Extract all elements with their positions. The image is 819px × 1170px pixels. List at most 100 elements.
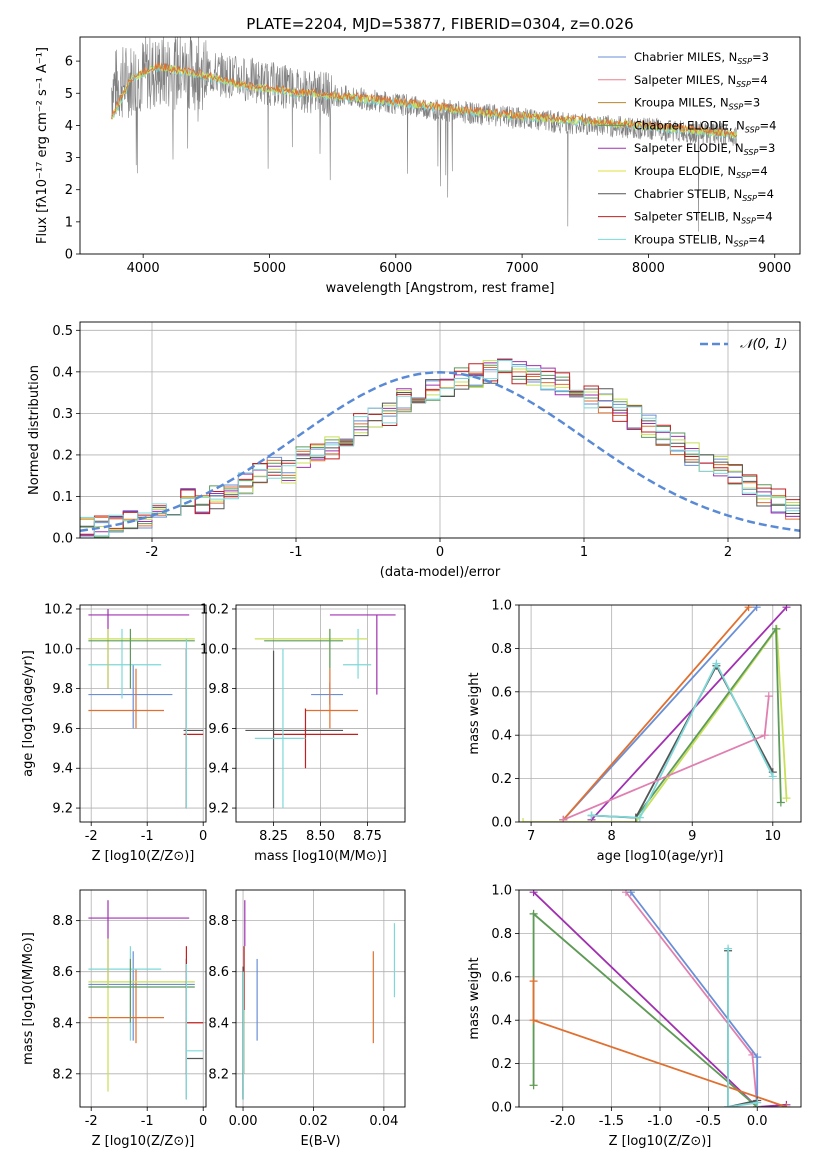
series-marker [768,772,777,781]
plot-area-4 [519,605,801,822]
plot-area-6 [236,890,405,1107]
series-line [562,606,758,821]
y-tick-label: 8.2 [208,1067,229,1082]
plot-area-2 [80,605,206,822]
x-axis-label: Z [log10(Z/Z⊙)] [92,849,195,864]
legend-entry: Salpeter MILES, NSSP=4 [634,73,768,89]
series-marker [782,794,791,803]
x-tick-label: 6000 [379,261,412,276]
chart-panel-3: 8.25 8.50 8.75 9.2 9.4 9.6 9.8 10.0 10.2 mass [lo… [200,602,406,864]
series-marker [744,605,753,612]
x-tick-label: -2 [85,829,98,844]
y-tick-label: 8.8 [52,914,73,929]
series-marker [712,659,721,668]
legend-entry: Chabrier ELODIE, NSSP=4 [634,118,776,134]
x-axis-label: age [log10(age/yr)] [597,849,724,864]
y-tick-label: 0.8 [491,927,512,942]
series-marker [559,815,568,822]
y-tick-label: 0.6 [491,685,512,700]
legend-entry: Kroupa STELIB, NSSP=4 [634,232,765,248]
plot-area-0 [111,37,738,232]
axes-frame [518,889,802,1108]
x-axis-label: mass [log10(M/M⊙)] [254,849,387,864]
x-tick-label: 5000 [253,261,286,276]
y-tick-label: 10.0 [200,642,229,657]
series-marker [772,624,781,633]
x-tick-label: 0.02 [299,1114,328,1129]
y-tick-label: 9.6 [52,722,73,737]
x-tick-label: 2 [724,545,732,560]
y-tick-label: 0.2 [491,772,512,787]
y-tick-label: 1.0 [491,884,512,899]
y-tick-label: 9.2 [52,802,73,817]
legend-entry: Salpeter ELODIE, NSSP=3 [634,141,775,157]
x-tick-label: -2 [85,1114,98,1129]
y-tick-label: 9.2 [208,802,229,817]
x-tick-label: 1 [580,545,588,560]
y-axis-label: mass weight [467,957,482,1039]
y-tick-label: 0.5 [52,324,73,339]
series-line [562,696,770,821]
y-tick-label: 9.8 [52,682,73,697]
series-line [562,606,750,821]
series-marker [753,1053,762,1062]
series-line [591,661,774,819]
y-tick-label: 0.2 [491,1057,512,1072]
series-line [727,948,758,1107]
x-axis-label: wavelength [Angstrom, rest frame] [326,281,555,296]
series-marker [519,818,528,822]
series-marker [529,890,538,897]
y-tick-label: 0.6 [491,970,512,985]
y-tick-label: 1.0 [491,599,512,614]
y-axis-label: mass weight [467,672,482,754]
x-tick-label: 9000 [758,261,791,276]
x-tick-label: 8 [608,829,616,844]
y-tick-label: 8.6 [52,965,73,980]
y-tick-label: 0.4 [491,1014,512,1029]
axes-frame [235,604,406,823]
x-tick-label: 4000 [127,261,160,276]
plot-area-7 [519,890,801,1107]
y-tick-label: 8.8 [208,914,229,929]
series-marker [529,909,538,918]
x-tick-label: 0.00 [229,1114,258,1129]
series-line [532,891,787,1107]
y-axis-label: mass [log10(M/M⊙)] [21,932,36,1065]
x-tick-label: -1.0 [647,1114,672,1129]
normal-curve [80,371,800,532]
chart-panel-1: -2 -1 0 1 2 0.0 0.1 0.2 0.3 0.4 0.5 𝒩(0, 1) (data-mo… [27,321,801,580]
x-tick-label: -2 [146,545,159,560]
y-axis-label: Flux [fλ10⁻¹⁷ erg cm⁻² s⁻¹ A⁻¹] [35,47,50,244]
series-marker [724,1103,733,1107]
series-line [590,606,788,821]
y-tick-label: 0.2 [52,448,73,463]
x-tick-label: 8.25 [259,829,288,844]
x-axis-label: (data-model)/error [380,565,501,580]
observed-spectrum [111,37,738,232]
x-tick-label: 8000 [632,261,665,276]
x-axis-label: E(B-V) [300,1134,340,1149]
chart-panel-5: -2 -1 0 8.2 8.4 8.6 8.8 Z [log10(Z/Z⊙)] mass [lo… [21,889,207,1149]
axes-frame [518,604,802,823]
y-tick-label: 1 [65,215,73,230]
series-marker [760,731,769,740]
legend-entry: Chabrier STELIB, NSSP=4 [634,187,774,203]
y-tick-label: 0.4 [52,365,73,380]
axes-frame [79,36,801,255]
y-tick-label: 10.2 [200,602,229,617]
x-tick-label: 0 [199,829,207,844]
x-tick-label: 0 [436,545,444,560]
legend-entry: Salpeter STELIB, NSSP=4 [634,210,773,226]
series-marker [529,1081,538,1090]
x-tick-label: -0.5 [696,1114,721,1129]
series-marker [752,605,761,612]
y-tick-label: 3 [65,151,73,166]
x-axis-label: Z [log10(Z/Z⊙)] [92,1134,195,1149]
x-tick-label: 0.04 [369,1114,398,1129]
x-tick-label: 8.50 [306,829,335,844]
y-axis-label: age [log10(age/yr)] [21,650,36,777]
y-tick-label: 5 [65,87,73,102]
plot-area-5 [80,890,206,1107]
y-tick-label: 0 [65,248,73,263]
